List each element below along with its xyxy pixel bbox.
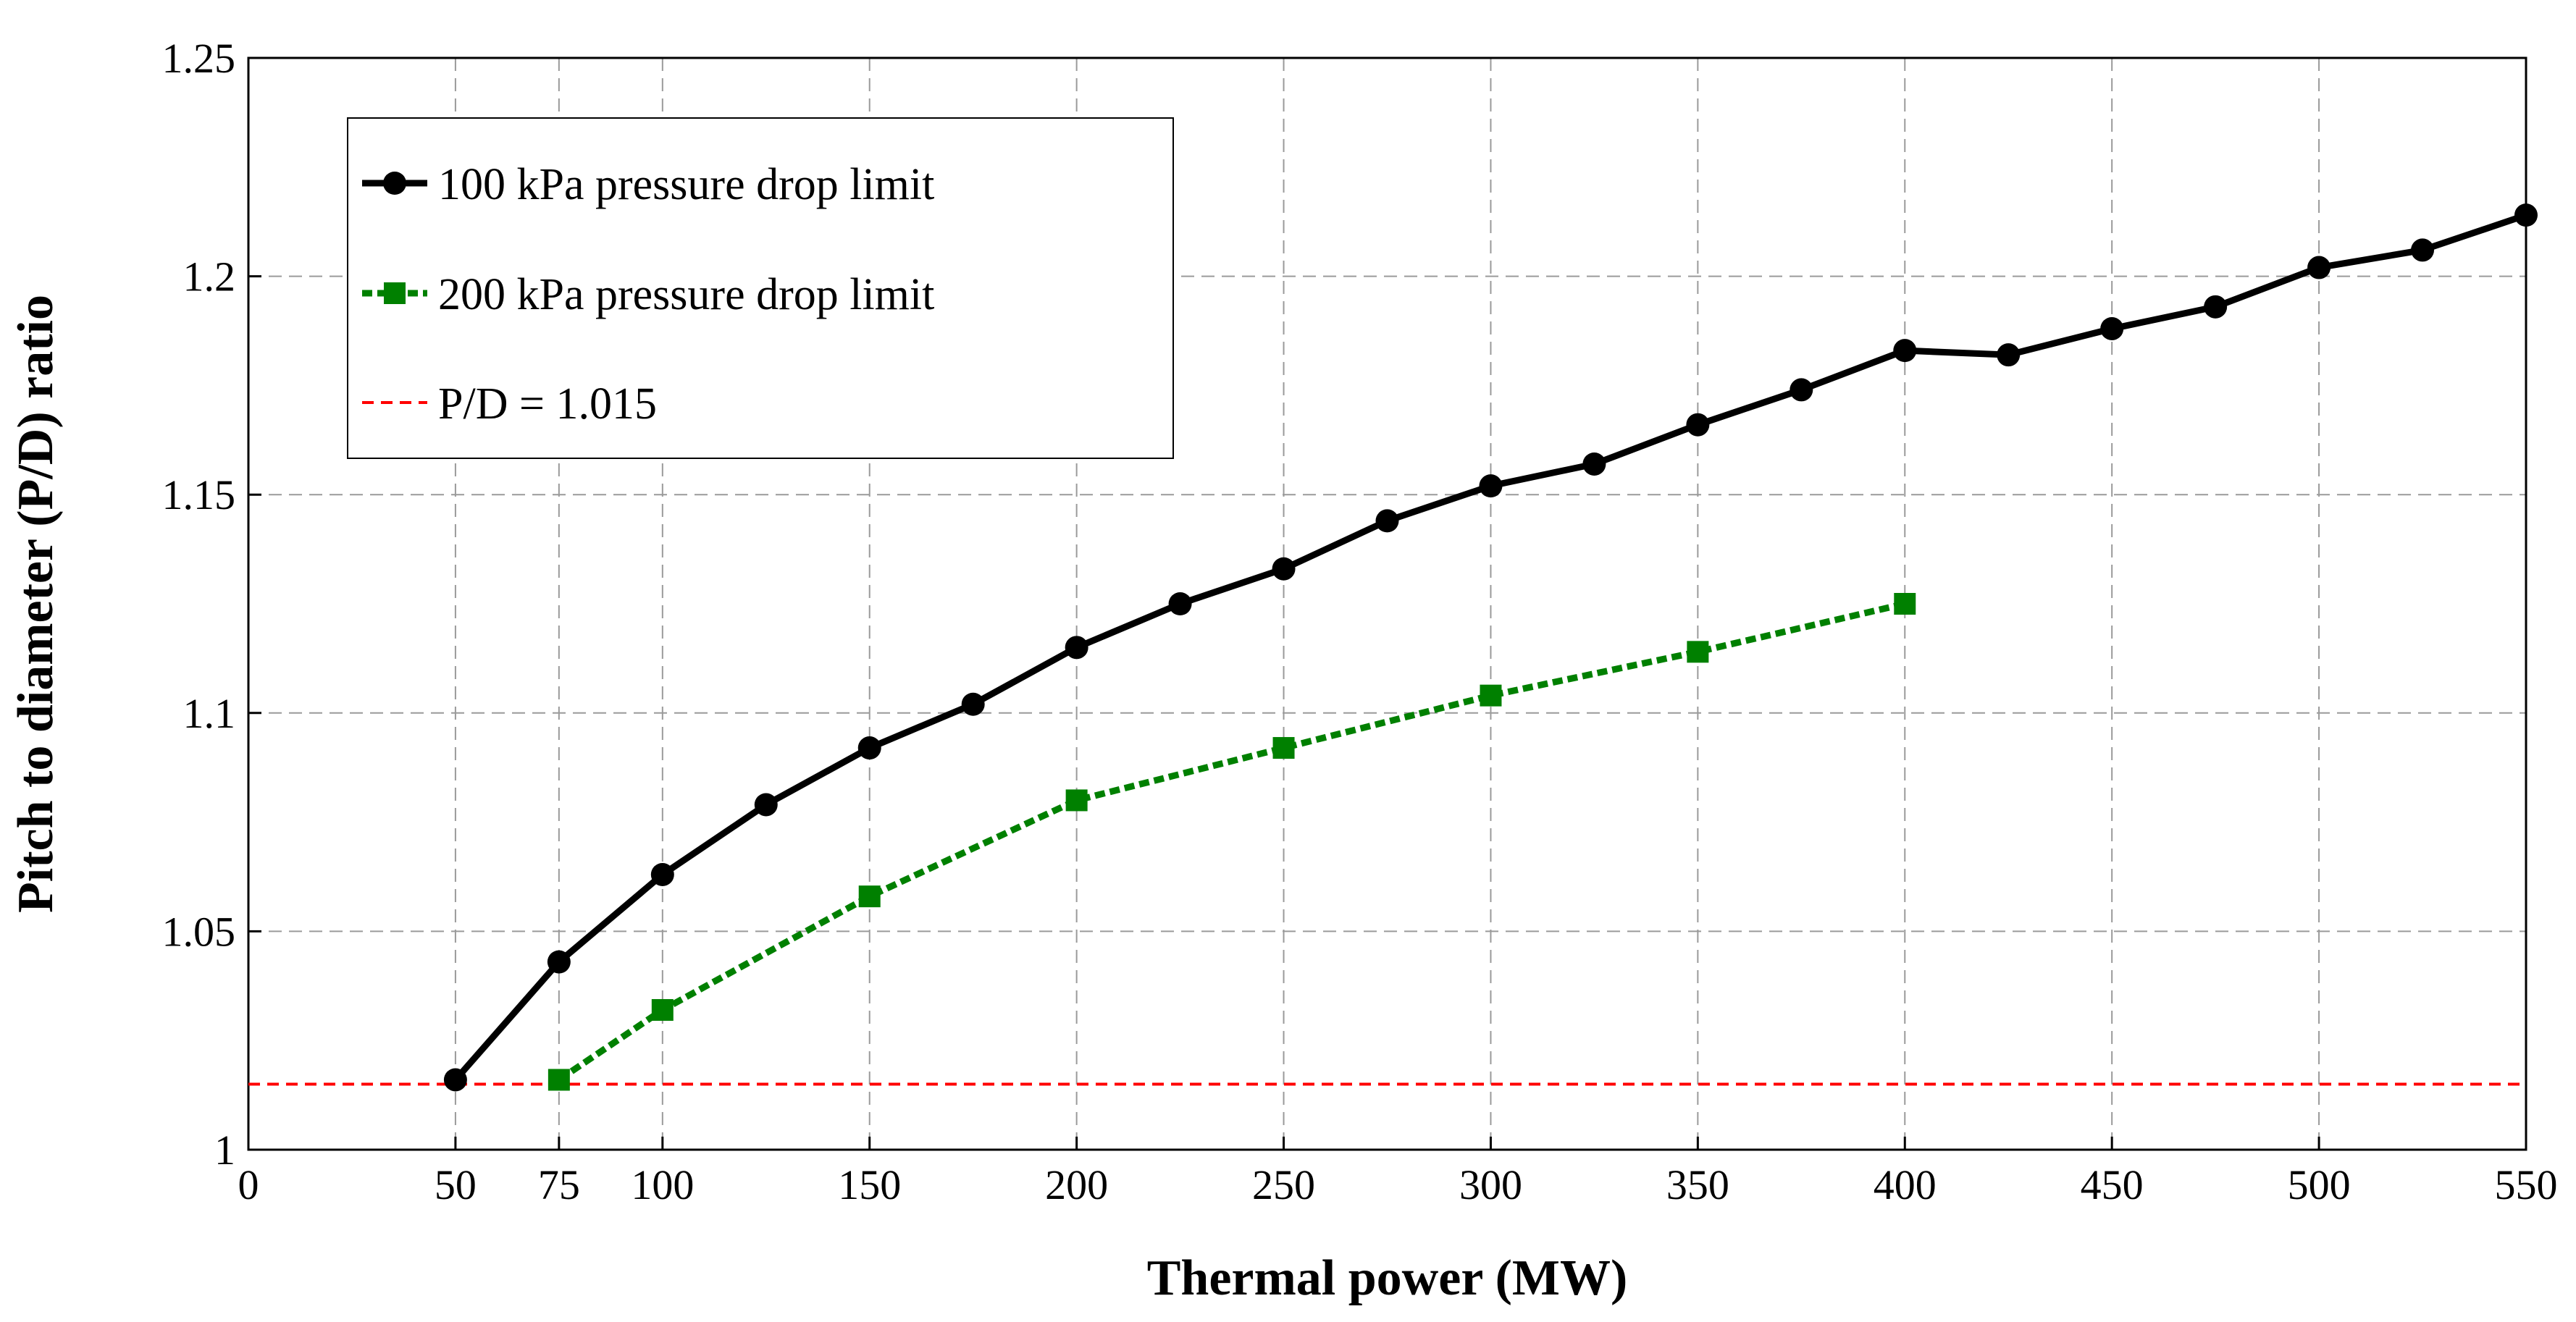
series-line: [557, 600, 1906, 1083]
series-200-kpa-pressure-drop-limit: [547, 593, 1916, 1091]
x-tick-label: 150: [838, 1161, 901, 1208]
data-point: [1893, 339, 1917, 363]
data-point: [1272, 557, 1296, 581]
data-point: [443, 1068, 467, 1092]
series-layer: [248, 203, 2538, 1092]
x-axis-ticks: 0 50 75 100 150 200 250 300 350 400 450 500 550: [238, 1137, 2558, 1208]
legend: 100 kPa pressure drop limit 200 kPa press…: [347, 117, 1174, 459]
data-point: [651, 998, 674, 1021]
legend-item-100-kpa-pressure-drop-limit: 100 kPa pressure drop limit: [362, 160, 934, 209]
legend-item-p-d-1-015: P/D = 1.015: [362, 379, 657, 429]
data-point: [2307, 256, 2331, 279]
series-100-kpa-pressure-drop-limit: [443, 203, 2538, 1092]
x-tick-label: 500: [2288, 1161, 2351, 1208]
x-tick-label: 200: [1045, 1161, 1108, 1208]
x-tick-label: 250: [1252, 1161, 1315, 1208]
x-tick-label: 300: [1459, 1161, 1522, 1208]
data-point: [1168, 592, 1192, 615]
data-point: [1065, 636, 1088, 660]
data-point: [2204, 295, 2228, 319]
data-point: [2100, 316, 2124, 340]
legend-label: P/D = 1.015: [438, 379, 657, 429]
data-point: [2411, 238, 2435, 262]
x-tick-label: 100: [631, 1161, 694, 1208]
x-tick-label: 350: [1666, 1161, 1729, 1208]
data-point: [1686, 413, 1710, 437]
y-axis-ticks: 1 1.05 1.1 1.15 1.2 1.25: [162, 35, 261, 1174]
y-tick-label: 1.2: [183, 253, 236, 300]
data-point: [1480, 684, 1502, 707]
data-point: [1790, 378, 1813, 402]
data-point: [857, 736, 881, 760]
y-axis-label: Pitch to diameter (P/D) ratio: [8, 295, 64, 913]
legend-marker: [384, 282, 406, 304]
legend-label: 200 kPa pressure drop limit: [438, 270, 934, 319]
data-point: [754, 793, 778, 817]
data-point: [1997, 343, 2021, 367]
data-point: [547, 950, 571, 974]
x-tick-label: 550: [2495, 1161, 2558, 1208]
grid: [248, 58, 2526, 1150]
x-tick-label: 75: [538, 1161, 580, 1208]
data-point: [1582, 452, 1606, 476]
y-tick-label: 1.1: [183, 690, 236, 737]
y-tick-label: 1.05: [162, 908, 236, 955]
data-point: [961, 692, 985, 716]
data-point: [1479, 474, 1503, 498]
legend-label: 100 kPa pressure drop limit: [438, 160, 934, 209]
x-tick-label: 450: [2081, 1161, 2144, 1208]
data-point: [650, 862, 674, 886]
data-point: [2514, 203, 2538, 227]
y-tick-label: 1.25: [162, 35, 236, 82]
plot-frame: [247, 56, 2527, 1151]
x-tick-label: 50: [435, 1161, 477, 1208]
y-tick-label: 1: [214, 1127, 235, 1174]
data-point: [1375, 509, 1399, 533]
legend-marker: [383, 172, 406, 195]
y-tick-label: 1.15: [162, 471, 236, 518]
legend-box: [347, 117, 1174, 459]
data-point: [858, 885, 881, 908]
data-point: [1894, 593, 1916, 615]
legend-item-200-kpa-pressure-drop-limit: 200 kPa pressure drop limit: [362, 270, 934, 319]
x-tick-label: 0: [238, 1161, 259, 1208]
x-axis-label: Thermal power (MW): [1147, 1250, 1628, 1306]
data-point: [1687, 641, 1709, 663]
data-point: [1065, 789, 1088, 812]
data-point: [1272, 737, 1295, 759]
x-tick-label: 400: [1874, 1161, 1937, 1208]
data-point: [547, 1069, 570, 1091]
